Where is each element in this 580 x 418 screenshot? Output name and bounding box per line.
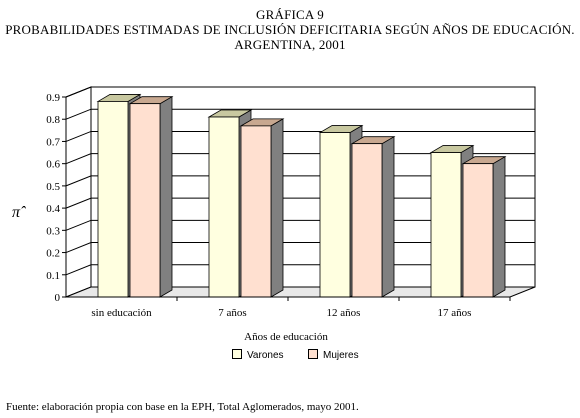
gridline <box>65 108 535 120</box>
y-tick-label: 0 <box>55 292 61 304</box>
y-tick-label: 0.6 <box>46 159 60 171</box>
bar-front <box>351 143 383 298</box>
bar-mujeres-0 <box>128 95 174 298</box>
y-tick-label: 0.1 <box>46 270 60 282</box>
bar-side <box>270 118 284 298</box>
bar-side <box>492 155 506 298</box>
bar-front <box>97 101 129 298</box>
plot-side-wall <box>65 86 92 298</box>
bar-mujeres-1 <box>239 118 285 298</box>
legend-swatch-varones <box>232 349 242 359</box>
bar-side <box>381 135 395 298</box>
x-tick-label: 12 años <box>327 307 361 319</box>
y-tick-label: 0.2 <box>46 248 60 260</box>
bar-front <box>129 103 161 298</box>
x-axis-ticks: sin educación 7 años 12 años 17 años <box>66 296 511 319</box>
source-note: Fuente: elaboración propia con base en l… <box>6 401 359 413</box>
bar-front <box>430 152 462 298</box>
y-tick-label: 0.8 <box>46 114 60 126</box>
bar-front <box>462 163 494 298</box>
y-tick-label: 0.5 <box>46 181 60 193</box>
legend-item-varones: Varones <box>232 349 284 361</box>
legend-label-mujeres: Mujeres <box>323 350 359 361</box>
bar-side <box>159 95 173 298</box>
chart-title-line-3: ARGENTINA, 2001 <box>234 37 346 52</box>
x-tick-label: sin educación <box>91 307 152 319</box>
y-tick-label: 0.4 <box>46 203 60 215</box>
bar-front <box>319 132 351 298</box>
y-axis-ticks: 0 0.1 0.2 0.3 0.4 0.5 0.6 0.7 0.8 0.9 <box>46 92 67 304</box>
gridline <box>65 130 535 142</box>
bar-mujeres-2 <box>350 135 396 298</box>
x-axis-label: Años de educación <box>244 331 328 343</box>
chart-title-line-2: PROBABILIDADES ESTIMADAS DE INCLUSIÓN DE… <box>5 22 575 37</box>
chart-title-line-1: GRÁFICA 9 <box>256 7 324 22</box>
legend-label-varones: Varones <box>247 350 284 361</box>
y-tick-label: 0.3 <box>46 225 60 237</box>
y-tick-label: 0.9 <box>46 92 60 104</box>
legend-item-mujeres: Mujeres <box>308 349 359 361</box>
plot-area <box>65 86 536 298</box>
x-tick-label: 17 años <box>438 307 472 319</box>
y-axis-label: π̂ <box>12 204 26 221</box>
y-tick-label: 0.7 <box>46 136 60 148</box>
legend-swatch-mujeres <box>308 349 318 359</box>
bar-front <box>208 116 240 298</box>
bars <box>96 93 507 298</box>
bar-mujeres-3 <box>461 155 507 298</box>
bar-front <box>240 125 272 298</box>
x-tick-label: 7 años <box>218 307 246 319</box>
gridline <box>65 86 535 98</box>
